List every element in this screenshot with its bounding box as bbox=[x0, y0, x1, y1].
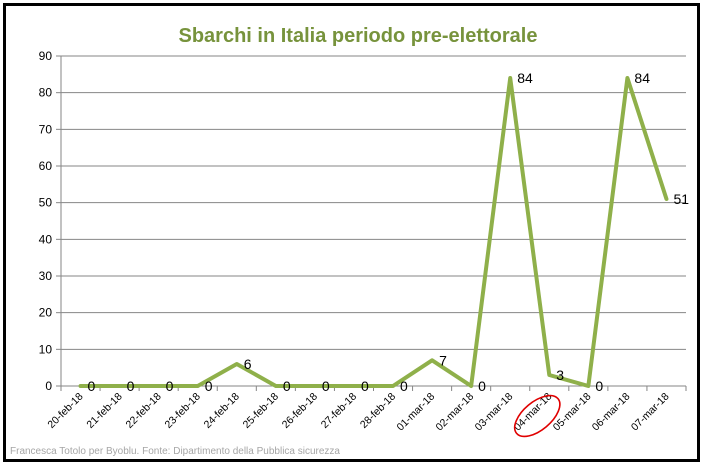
x-tick-label: 06-mar-18 bbox=[590, 391, 633, 434]
highlight-group bbox=[513, 394, 561, 438]
data-labels: 0 0 0 0 6 0 0 0 0 7 0 84 3 0 84 51 bbox=[88, 70, 690, 394]
data-label: 0 bbox=[478, 378, 486, 394]
x-tick-label: 07-mar-18 bbox=[629, 391, 672, 434]
x-tick-label: 04-mar-18 bbox=[512, 391, 555, 434]
series-group bbox=[78, 76, 669, 388]
data-label: 7 bbox=[439, 352, 447, 368]
x-tick-label: 03-mar-18 bbox=[473, 391, 516, 434]
y-tick-label: 40 bbox=[39, 232, 53, 246]
x-tick-label: 20-feb-18 bbox=[45, 391, 85, 431]
x-tick-label: 24-feb-18 bbox=[202, 391, 242, 431]
chart-title: Sbarchi in Italia periodo pre-elettorale bbox=[179, 25, 538, 47]
data-label: 0 bbox=[283, 378, 291, 394]
data-label: 0 bbox=[88, 378, 96, 394]
data-label: 0 bbox=[322, 378, 330, 394]
data-label: 0 bbox=[127, 378, 135, 394]
highlight-circle bbox=[513, 394, 561, 438]
x-tick-label: 27-feb-18 bbox=[319, 391, 359, 431]
gridlines bbox=[61, 55, 686, 350]
y-tick-label: 50 bbox=[39, 196, 53, 210]
y-tick-label: 0 bbox=[45, 379, 52, 393]
data-label: 3 bbox=[556, 367, 564, 383]
data-label: 84 bbox=[634, 70, 650, 86]
y-tick-label: 20 bbox=[39, 306, 53, 320]
data-label: 0 bbox=[205, 378, 213, 394]
data-label: 0 bbox=[595, 378, 603, 394]
x-tick-label: 01-mar-18 bbox=[394, 391, 437, 434]
data-label: 51 bbox=[673, 191, 689, 207]
data-label: 0 bbox=[166, 378, 174, 394]
x-tick-label: 25-feb-18 bbox=[241, 391, 281, 431]
x-tick-label: 21-feb-18 bbox=[84, 391, 124, 431]
y-tick-label: 90 bbox=[39, 49, 53, 63]
source-credit: Francesca Totolo per Byoblu. Fonte: Dipa… bbox=[10, 446, 340, 457]
data-label: 6 bbox=[244, 356, 252, 372]
y-axis-ticks: 0 10 20 30 40 50 60 70 80 90 bbox=[39, 49, 61, 393]
chart-frame: Sbarchi in Italia periodo pre-elettorale… bbox=[3, 3, 700, 462]
y-tick-label: 30 bbox=[39, 269, 53, 283]
x-tick-label: 23-feb-18 bbox=[163, 391, 203, 431]
x-tick-label: 26-feb-18 bbox=[280, 391, 320, 431]
x-tick-label: 02-mar-18 bbox=[434, 391, 477, 434]
line-chart: Sbarchi in Italia periodo pre-elettorale… bbox=[10, 25, 690, 457]
x-tick-label: 22-feb-18 bbox=[124, 391, 164, 431]
y-tick-label: 70 bbox=[39, 122, 53, 136]
data-label: 0 bbox=[400, 378, 408, 394]
series-line bbox=[78, 76, 669, 388]
y-tick-label: 10 bbox=[39, 342, 53, 356]
x-tick-label: 28-feb-18 bbox=[358, 391, 398, 431]
y-tick-label: 60 bbox=[39, 159, 53, 173]
y-tick-label: 80 bbox=[39, 86, 53, 100]
data-label: 84 bbox=[517, 70, 533, 86]
data-label: 0 bbox=[361, 378, 369, 394]
axes bbox=[60, 56, 686, 387]
